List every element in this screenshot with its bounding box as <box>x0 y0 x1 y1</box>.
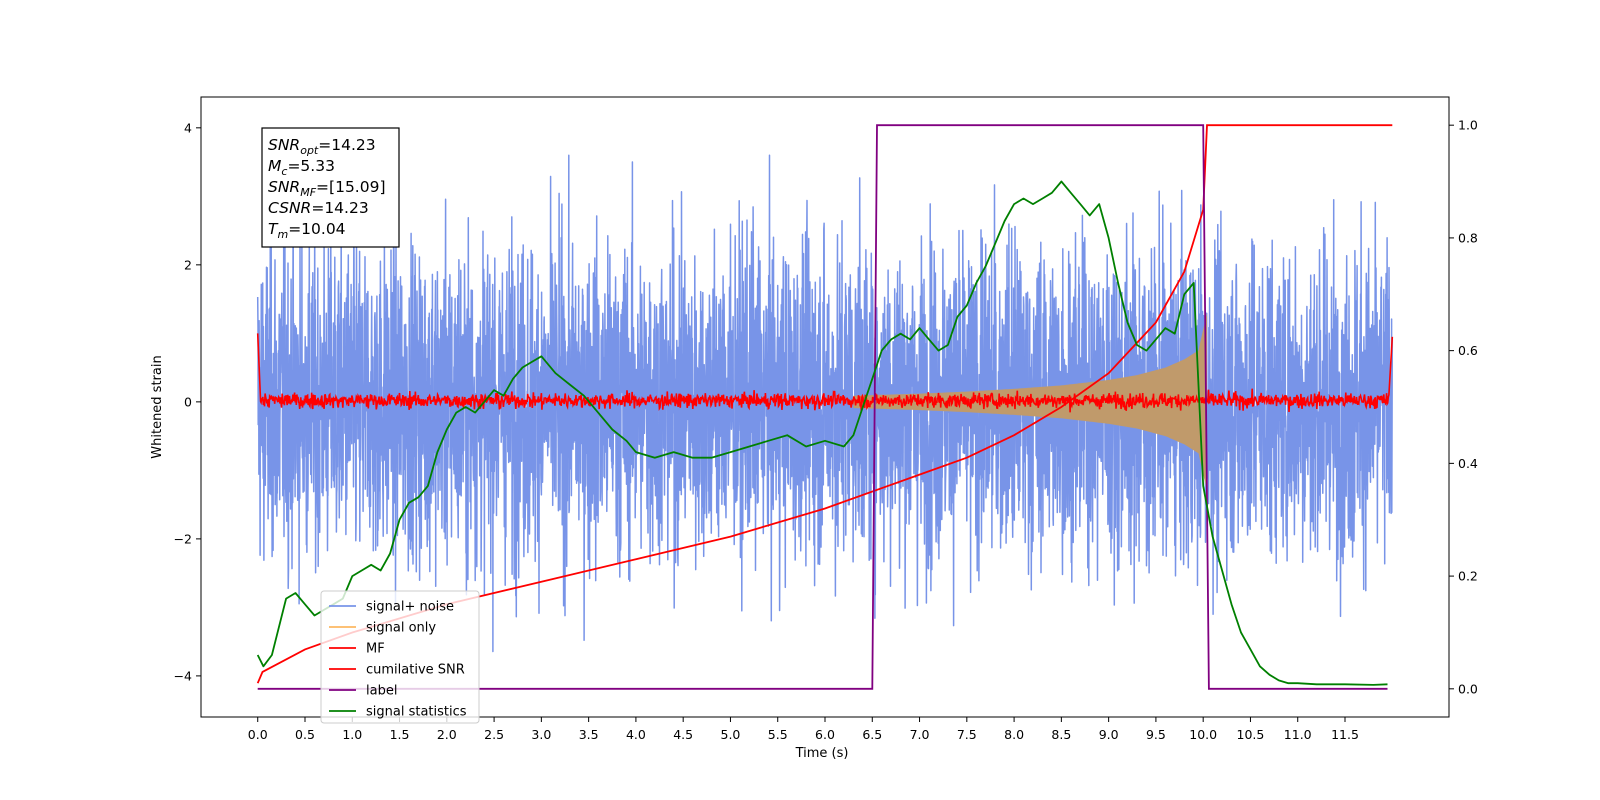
annotation-line: SNRMF=[15.09] <box>268 178 386 199</box>
x-tick-label: 11.0 <box>1284 727 1312 742</box>
y-left-tick-label: 2 <box>184 257 192 272</box>
y-right-tick-label: 0.0 <box>1458 681 1478 696</box>
x-tick-label: 1.0 <box>342 727 362 742</box>
x-tick-label: 5.5 <box>768 727 788 742</box>
series-line-signal-statistics <box>256 180 1388 686</box>
x-tick-label: 4.0 <box>626 727 646 742</box>
x-tick-label: 8.5 <box>1051 727 1071 742</box>
x-tick-label: 10.5 <box>1237 727 1265 742</box>
annotation-line: SNRopt=14.23 <box>268 136 376 157</box>
legend-label: signal only <box>366 621 436 636</box>
series-line-label <box>257 124 1388 690</box>
x-tick-label: 4.5 <box>673 727 693 742</box>
legend-label: MF <box>366 642 385 657</box>
y-left-tick-label: 0 <box>184 394 192 409</box>
x-tick-label: 3.0 <box>531 727 551 742</box>
x-axis-ticks: 0.0 0.5 1.0 1.5 2.0 2.5 3.0 3.5 4.0 4.5 5.0 5.5 6.0 6… <box>248 717 1359 742</box>
y-left-axis-ticks: −4 −2 0 2 4 <box>174 120 201 683</box>
x-tick-label: 1.5 <box>390 727 410 742</box>
x-tick-label: 5.0 <box>721 727 741 742</box>
x-axis-label: Time (s) <box>795 746 849 761</box>
y-right-axis-ticks: 0.0 0.2 0.4 0.6 0.8 1.0 <box>1449 118 1478 696</box>
series-line-mf <box>256 333 1394 413</box>
x-tick-label: 2.5 <box>484 727 504 742</box>
legend-label: cumilative SNR <box>366 663 465 678</box>
x-tick-label: 7.5 <box>957 727 977 742</box>
y-right-tick-label: 1.0 <box>1458 118 1478 133</box>
x-tick-label: 6.0 <box>815 727 835 742</box>
legend-label: signal statistics <box>366 705 467 720</box>
x-tick-label: 9.5 <box>1146 727 1166 742</box>
annotation-line: Mc=5.33 <box>268 157 335 178</box>
x-tick-label: 11.5 <box>1331 727 1359 742</box>
y-left-tick-label: −2 <box>174 531 192 546</box>
annotation-line: CSNR=14.23 <box>268 199 369 217</box>
x-tick-label: 6.5 <box>862 727 882 742</box>
y-right-tick-label: 0.6 <box>1458 343 1478 358</box>
x-tick-label: 3.5 <box>579 727 599 742</box>
x-tick-label: 10.0 <box>1189 727 1217 742</box>
legend-label: signal+ noise <box>366 600 454 615</box>
y-axis-label: Whitened strain <box>150 355 165 458</box>
x-tick-label: 0.5 <box>295 727 315 742</box>
x-tick-label: 0.0 <box>248 727 268 742</box>
annotation-box: SNRopt=14.23Mc=5.33SNRMF=[15.09]CSNR=14.… <box>261 127 400 248</box>
y-left-tick-label: −4 <box>174 668 192 683</box>
legend: signal+ noise signal only MF cumilative SNR… <box>320 590 480 724</box>
y-right-tick-label: 0.8 <box>1458 230 1478 245</box>
y-left-tick-label: 4 <box>184 120 192 135</box>
x-tick-label: 2.0 <box>437 727 457 742</box>
y-right-tick-label: 0.4 <box>1458 456 1478 471</box>
x-tick-label: 9.0 <box>1099 727 1119 742</box>
x-tick-label: 8.0 <box>1004 727 1024 742</box>
y-right-tick-label: 0.2 <box>1458 569 1478 584</box>
legend-label: label <box>366 684 397 699</box>
annotation-line: Tm=10.04 <box>268 220 346 241</box>
x-tick-label: 7.0 <box>910 727 930 742</box>
